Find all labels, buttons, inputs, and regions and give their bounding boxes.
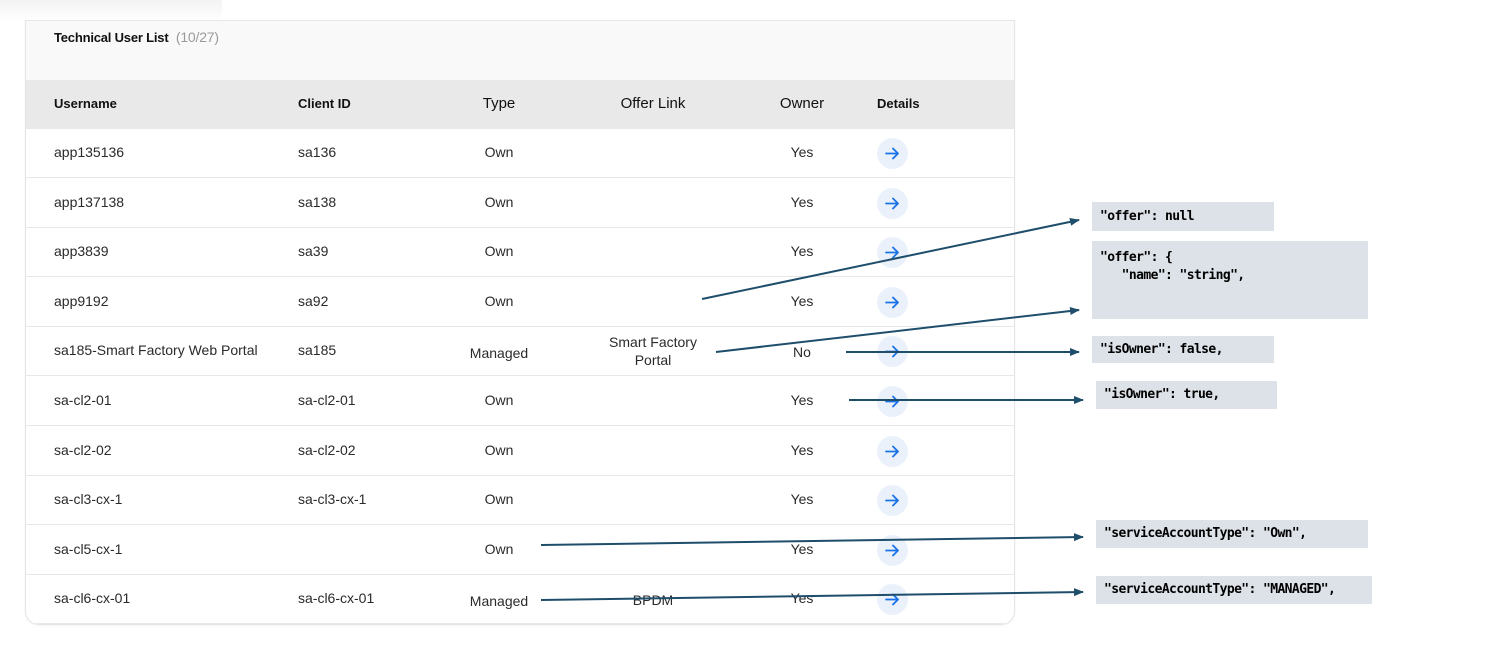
cell-client-id: sa-cl2-01	[298, 392, 356, 408]
cell-type: Own	[484, 540, 514, 557]
table-row[interactable]: sa-cl6-cx-01 sa-cl6-cx-01 Managed BPDM Yes	[26, 575, 1014, 624]
arrow-right-icon	[885, 494, 899, 507]
table-row[interactable]: sa-cl5-cx-1 Own Yes	[26, 526, 1014, 575]
cell-client-id: sa-cl6-cx-01	[298, 590, 375, 607]
cell-type: Managed	[469, 593, 529, 610]
arrow-right-icon	[885, 395, 899, 408]
arrow-right-icon	[885, 246, 899, 259]
cell-owner: Yes	[790, 491, 814, 508]
annotation-service-type-managed: "serviceAccountType": "MANAGED",	[1096, 576, 1372, 604]
table-row[interactable]: app137138 sa138 Own Yes	[26, 179, 1014, 228]
cell-username: app135136	[54, 144, 125, 160]
cell-type: Own	[484, 292, 514, 309]
details-button[interactable]	[877, 435, 908, 467]
cell-username: sa185-Smart Factory Web Portal	[54, 342, 258, 359]
column-header-username[interactable]: Username	[54, 96, 117, 111]
table-row[interactable]: sa-cl2-01 sa-cl2-01 Own Yes	[26, 377, 1014, 426]
annotation-is-owner-false: "isOwner": false,	[1092, 336, 1274, 363]
column-header-client-id[interactable]: Client ID	[298, 96, 351, 111]
details-button[interactable]	[877, 138, 908, 169]
details-button[interactable]	[877, 584, 908, 616]
table-row[interactable]: sa-cl3-cx-1 sa-cl3-cx-1 Own Yes	[26, 476, 1014, 526]
cell-type: Own	[484, 243, 514, 260]
details-button[interactable]	[877, 485, 908, 517]
top-tab-shade	[0, 0, 222, 22]
arrow-right-icon	[885, 544, 899, 557]
cell-client-id: sa138	[298, 193, 337, 210]
details-button[interactable]	[877, 386, 908, 417]
cell-owner: Yes	[790, 243, 814, 260]
details-button[interactable]	[877, 286, 908, 318]
cell-type: Own	[484, 392, 514, 408]
details-button[interactable]	[877, 187, 908, 219]
cell-client-id: sa39	[298, 243, 329, 260]
arrow-offer-object	[715, 307, 1080, 353]
cell-username: sa-cl2-01	[54, 392, 112, 408]
table-header: Username Client ID Type Offer Link Owner…	[26, 80, 1014, 129]
cell-client-id: sa185	[298, 342, 337, 359]
cell-owner: Yes	[790, 392, 814, 408]
cell-client-id: sa-cl2-02	[298, 441, 356, 458]
annotation-service-type-own: "serviceAccountType": "Own",	[1096, 520, 1368, 548]
cell-username: sa-cl2-02	[54, 441, 112, 458]
cell-username: sa-cl5-cx-1	[54, 540, 123, 557]
arrow-service-type-own	[540, 533, 1084, 546]
table-title: Technical User List (10/27)	[54, 29, 219, 45]
arrow-right-icon	[885, 147, 899, 160]
arrow-right-icon	[885, 296, 899, 309]
cell-owner: Yes	[790, 540, 814, 557]
cell-username: app3839	[54, 243, 109, 260]
technical-user-table-card: Technical User List (10/27) Username Cli…	[25, 20, 1015, 625]
annotation-offer-null: "offer": null	[1092, 202, 1274, 231]
cell-offer-link[interactable]: Smart Factory Portal	[609, 334, 697, 369]
column-header-type[interactable]: Type	[482, 95, 516, 112]
annotation-is-owner-true: "isOwner": true,	[1096, 381, 1277, 409]
table-row[interactable]: app3839 sa39 Own Yes	[26, 228, 1014, 278]
arrow-right-icon	[885, 445, 899, 457]
cell-username: app9192	[54, 292, 109, 309]
arrow-service-type-managed	[540, 588, 1084, 601]
cell-owner: Yes	[790, 292, 814, 309]
arrow-right-icon	[885, 593, 899, 606]
details-button[interactable]	[877, 237, 908, 269]
cell-type: Own	[484, 441, 514, 458]
cell-username: sa-cl3-cx-1	[54, 491, 123, 508]
table-row[interactable]: app9192 sa92 Own Yes	[26, 278, 1014, 327]
cell-client-id: sa136	[298, 144, 337, 160]
cell-type: Own	[484, 193, 514, 210]
column-header-details: Details	[877, 96, 920, 111]
cell-owner: Yes	[790, 144, 814, 160]
cell-owner: Yes	[790, 441, 814, 458]
cell-client-id: sa92	[298, 292, 329, 309]
table-row[interactable]: app135136 sa136 Own Yes	[26, 129, 1014, 178]
column-header-offer-link[interactable]: Offer Link	[620, 95, 686, 112]
table-row[interactable]: sa-cl2-02 sa-cl2-02 Own Yes	[26, 427, 1014, 476]
annotation-offer-object: "offer": { "name": "string",	[1092, 241, 1368, 319]
cell-username: sa-cl6-cx-01	[54, 590, 131, 607]
cell-type: Own	[484, 491, 514, 508]
cell-username: app137138	[54, 193, 125, 210]
cell-offer-link[interactable]: BPDM	[632, 592, 674, 609]
cell-owner: Yes	[790, 590, 814, 607]
table-count: (10/27)	[175, 29, 219, 45]
cell-client-id: sa-cl3-cx-1	[298, 491, 367, 508]
cell-type: Own	[484, 144, 514, 160]
cell-type: Managed	[469, 345, 529, 362]
column-header-owner[interactable]: Owner	[779, 95, 825, 112]
arrow-right-icon	[885, 197, 899, 209]
card-header: Technical User List (10/27)	[26, 21, 1014, 80]
cell-owner: No	[793, 344, 811, 361]
cell-owner: Yes	[790, 193, 814, 210]
table-title-text: Technical User List	[54, 30, 169, 45]
arrow-offer-null	[701, 217, 1080, 300]
